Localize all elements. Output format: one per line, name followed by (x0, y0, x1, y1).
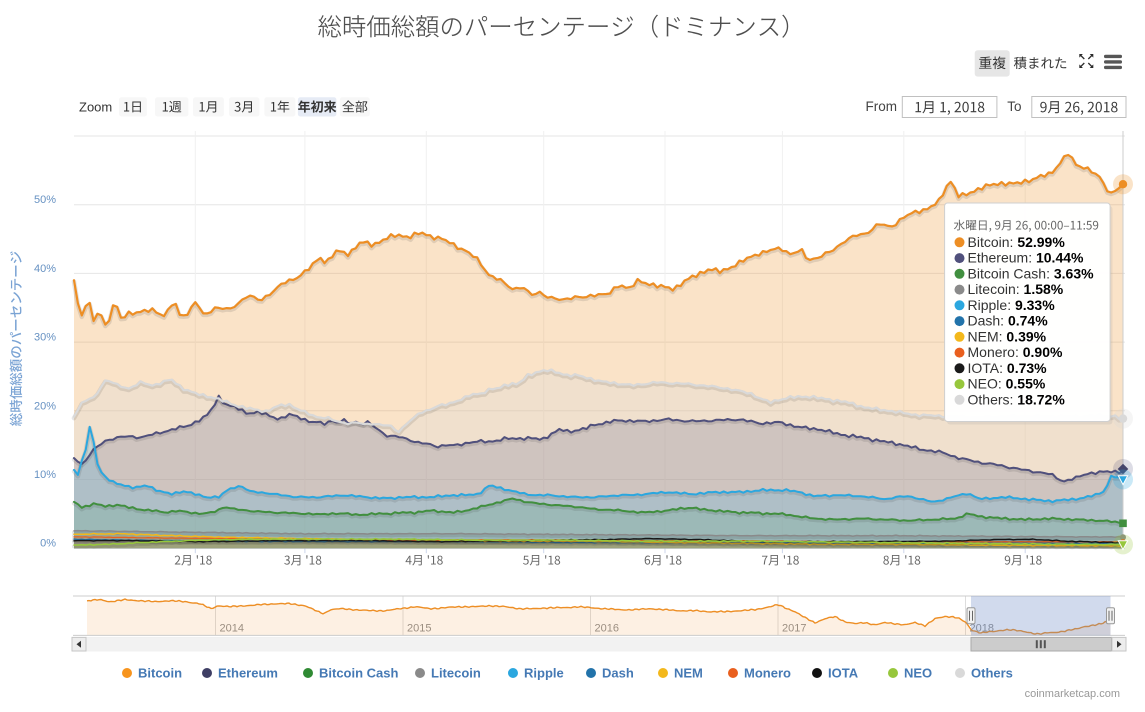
svg-text:Litecoin: 1.58%: Litecoin: 1.58% (968, 281, 1064, 297)
svg-text:Others: 18.72%: Others: 18.72% (968, 391, 1066, 407)
svg-text:20%: 20% (34, 400, 56, 412)
svg-text:Ethereum: Ethereum (218, 666, 278, 681)
svg-text:From: From (866, 99, 898, 114)
svg-text:2017: 2017 (782, 623, 806, 635)
svg-text:IOTA: IOTA (828, 666, 859, 681)
svg-text:Litecoin: Litecoin (431, 666, 481, 681)
svg-text:50%: 50% (34, 194, 56, 206)
svg-text:NEO: 0.55%: NEO: 0.55% (968, 376, 1046, 392)
svg-text:2016: 2016 (595, 623, 619, 635)
svg-text:Monero: Monero (744, 666, 791, 681)
svg-text:Bitcoin: 52.99%: Bitcoin: 52.99% (968, 234, 1066, 250)
svg-text:Bitcoin Cash: Bitcoin Cash (319, 666, 399, 681)
svg-text:Others: Others (971, 666, 1013, 681)
svg-text:NEM: NEM (674, 666, 703, 681)
svg-text:0%: 0% (40, 538, 56, 550)
svg-text:Ripple: 9.33%: Ripple: 9.33% (968, 297, 1056, 313)
svg-text:30%: 30% (34, 332, 56, 344)
svg-text:NEO: NEO (904, 666, 932, 681)
svg-text:coinmarketcap.com: coinmarketcap.com (1025, 688, 1120, 700)
svg-text:2014: 2014 (220, 623, 244, 635)
svg-text:IOTA: 0.73%: IOTA: 0.73% (968, 360, 1048, 376)
svg-text:Dash: Dash (602, 666, 634, 681)
svg-text:NEM: 0.39%: NEM: 0.39% (968, 328, 1047, 344)
svg-text:40%: 40% (34, 263, 56, 275)
svg-text:Ripple: Ripple (524, 666, 564, 681)
svg-text:Ethereum: 10.44%: Ethereum: 10.44% (968, 250, 1085, 266)
svg-text:Dash: 0.74%: Dash: 0.74% (968, 313, 1049, 329)
svg-text:2015: 2015 (407, 623, 431, 635)
svg-text:Bitcoin Cash: 3.63%: Bitcoin Cash: 3.63% (968, 265, 1095, 281)
svg-text:To: To (1007, 99, 1021, 114)
svg-text:Monero: 0.90%: Monero: 0.90% (968, 344, 1063, 360)
svg-text:Zoom: Zoom (79, 100, 112, 115)
svg-text:Bitcoin: Bitcoin (138, 666, 182, 681)
svg-text:10%: 10% (34, 469, 56, 481)
